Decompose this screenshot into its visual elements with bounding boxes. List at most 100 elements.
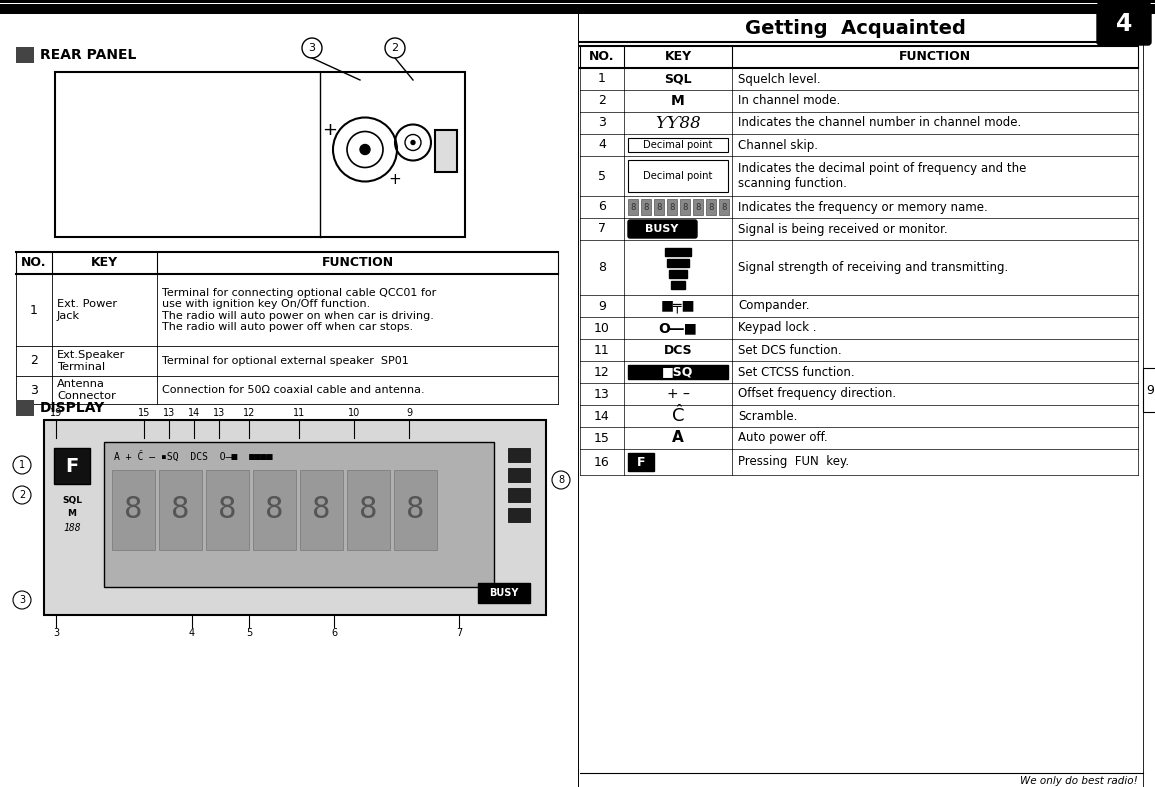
- Bar: [346, 470, 390, 550]
- Circle shape: [411, 141, 415, 145]
- Text: 8: 8: [558, 475, 564, 485]
- Text: Offset frequency direction.: Offset frequency direction.: [738, 387, 896, 401]
- Bar: [641, 199, 651, 215]
- Bar: [394, 470, 437, 550]
- Bar: [435, 130, 457, 172]
- Text: 1: 1: [18, 460, 25, 470]
- Bar: [104, 442, 494, 587]
- Text: 4: 4: [1116, 12, 1132, 36]
- Text: 12: 12: [243, 408, 255, 418]
- Text: DISPLAY: DISPLAY: [40, 401, 105, 415]
- Text: 2: 2: [392, 43, 398, 53]
- Bar: [478, 583, 530, 603]
- Text: KEY: KEY: [664, 50, 692, 64]
- Bar: [44, 420, 546, 615]
- Text: 7: 7: [598, 223, 606, 235]
- Text: 8: 8: [722, 202, 726, 212]
- Text: 8: 8: [708, 202, 714, 212]
- Text: Set DCS function.: Set DCS function.: [738, 343, 842, 357]
- Text: 3: 3: [308, 43, 315, 53]
- Text: FUNCTION: FUNCTION: [899, 50, 971, 64]
- Text: 8: 8: [598, 261, 606, 274]
- Text: 6: 6: [598, 201, 606, 213]
- Bar: [720, 199, 729, 215]
- Text: 5: 5: [598, 169, 606, 183]
- Bar: [16, 400, 33, 416]
- Text: Ext.Speaker
Terminal: Ext.Speaker Terminal: [57, 350, 126, 371]
- Bar: [665, 248, 691, 256]
- Text: A: A: [672, 430, 684, 445]
- Text: 10: 10: [348, 408, 360, 418]
- Text: FUNCTION: FUNCTION: [321, 257, 394, 269]
- Text: 13: 13: [163, 408, 176, 418]
- Text: In channel mode.: In channel mode.: [738, 94, 840, 108]
- Text: 8: 8: [171, 496, 189, 524]
- Text: A + Ĉ – ▪SQ  DCS  O―■  ■■■■: A + Ĉ – ▪SQ DCS O―■ ■■■■: [114, 450, 273, 462]
- Text: 8: 8: [695, 202, 701, 212]
- Text: 1: 1: [30, 304, 38, 316]
- Text: Ĉ: Ĉ: [672, 407, 684, 425]
- FancyBboxPatch shape: [628, 220, 696, 238]
- Text: BUSY: BUSY: [490, 588, 519, 598]
- Bar: [300, 470, 343, 550]
- Text: Indicates the frequency or memory name.: Indicates the frequency or memory name.: [738, 201, 988, 213]
- Bar: [508, 448, 530, 462]
- Text: ■╤■: ■╤■: [661, 299, 695, 313]
- Text: 8: 8: [359, 496, 378, 524]
- Text: 2: 2: [30, 354, 38, 368]
- Text: 15: 15: [137, 408, 150, 418]
- Text: 8: 8: [266, 496, 284, 524]
- Text: M: M: [67, 508, 76, 518]
- Text: Decimal point: Decimal point: [643, 171, 713, 181]
- Text: 12: 12: [594, 365, 610, 379]
- FancyBboxPatch shape: [1097, 3, 1152, 45]
- Bar: [206, 470, 249, 550]
- Text: 8: 8: [631, 202, 635, 212]
- Text: 3: 3: [598, 116, 606, 130]
- Circle shape: [360, 145, 370, 154]
- Bar: [666, 199, 677, 215]
- Text: 14: 14: [188, 408, 200, 418]
- Text: Squelch level.: Squelch level.: [738, 72, 820, 86]
- Text: 3: 3: [30, 383, 38, 397]
- Text: ■SQ: ■SQ: [662, 365, 694, 379]
- Bar: [0, 4, 1155, 14]
- Bar: [508, 468, 530, 482]
- Bar: [55, 72, 465, 237]
- Text: ƳƳ88: ƳƳ88: [655, 114, 701, 131]
- Text: Scramble.: Scramble.: [738, 409, 797, 423]
- Bar: [253, 470, 296, 550]
- Bar: [159, 470, 202, 550]
- Text: SQL: SQL: [62, 496, 82, 504]
- Bar: [16, 47, 33, 63]
- Text: 10: 10: [594, 322, 610, 334]
- Text: 8: 8: [218, 496, 237, 524]
- Text: Getting  Acquainted: Getting Acquainted: [745, 19, 966, 38]
- Text: +: +: [388, 172, 402, 187]
- Text: KEY: KEY: [91, 257, 118, 269]
- Text: 9: 9: [405, 408, 412, 418]
- Text: Terminal for connecting optional cable QCC01 for
use with ignition key On/Off fu: Terminal for connecting optional cable Q…: [162, 287, 437, 332]
- Text: REAR PANEL: REAR PANEL: [40, 48, 136, 62]
- Text: Set CTCSS function.: Set CTCSS function.: [738, 365, 855, 379]
- Text: 14: 14: [594, 409, 610, 423]
- Bar: [680, 199, 690, 215]
- Text: O―■: O―■: [658, 321, 698, 335]
- Text: 19: 19: [50, 408, 62, 418]
- Text: 7: 7: [456, 628, 462, 638]
- Text: Ext. Power
Jack: Ext. Power Jack: [57, 299, 117, 321]
- Text: Terminal for optional external speaker  SP01: Terminal for optional external speaker S…: [162, 356, 409, 366]
- Text: Compander.: Compander.: [738, 300, 810, 312]
- Text: 16: 16: [594, 456, 610, 468]
- Bar: [706, 199, 716, 215]
- Text: 13: 13: [594, 387, 610, 401]
- Text: 6: 6: [331, 628, 337, 638]
- Bar: [54, 448, 90, 484]
- Text: Channel skip.: Channel skip.: [738, 139, 818, 152]
- Text: 2: 2: [18, 490, 25, 500]
- Text: We only do best radio!: We only do best radio!: [1020, 776, 1138, 786]
- Text: Signal strength of receiving and transmitting.: Signal strength of receiving and transmi…: [738, 261, 1008, 274]
- Text: F: F: [66, 456, 79, 475]
- Bar: [669, 270, 687, 278]
- Bar: [112, 470, 155, 550]
